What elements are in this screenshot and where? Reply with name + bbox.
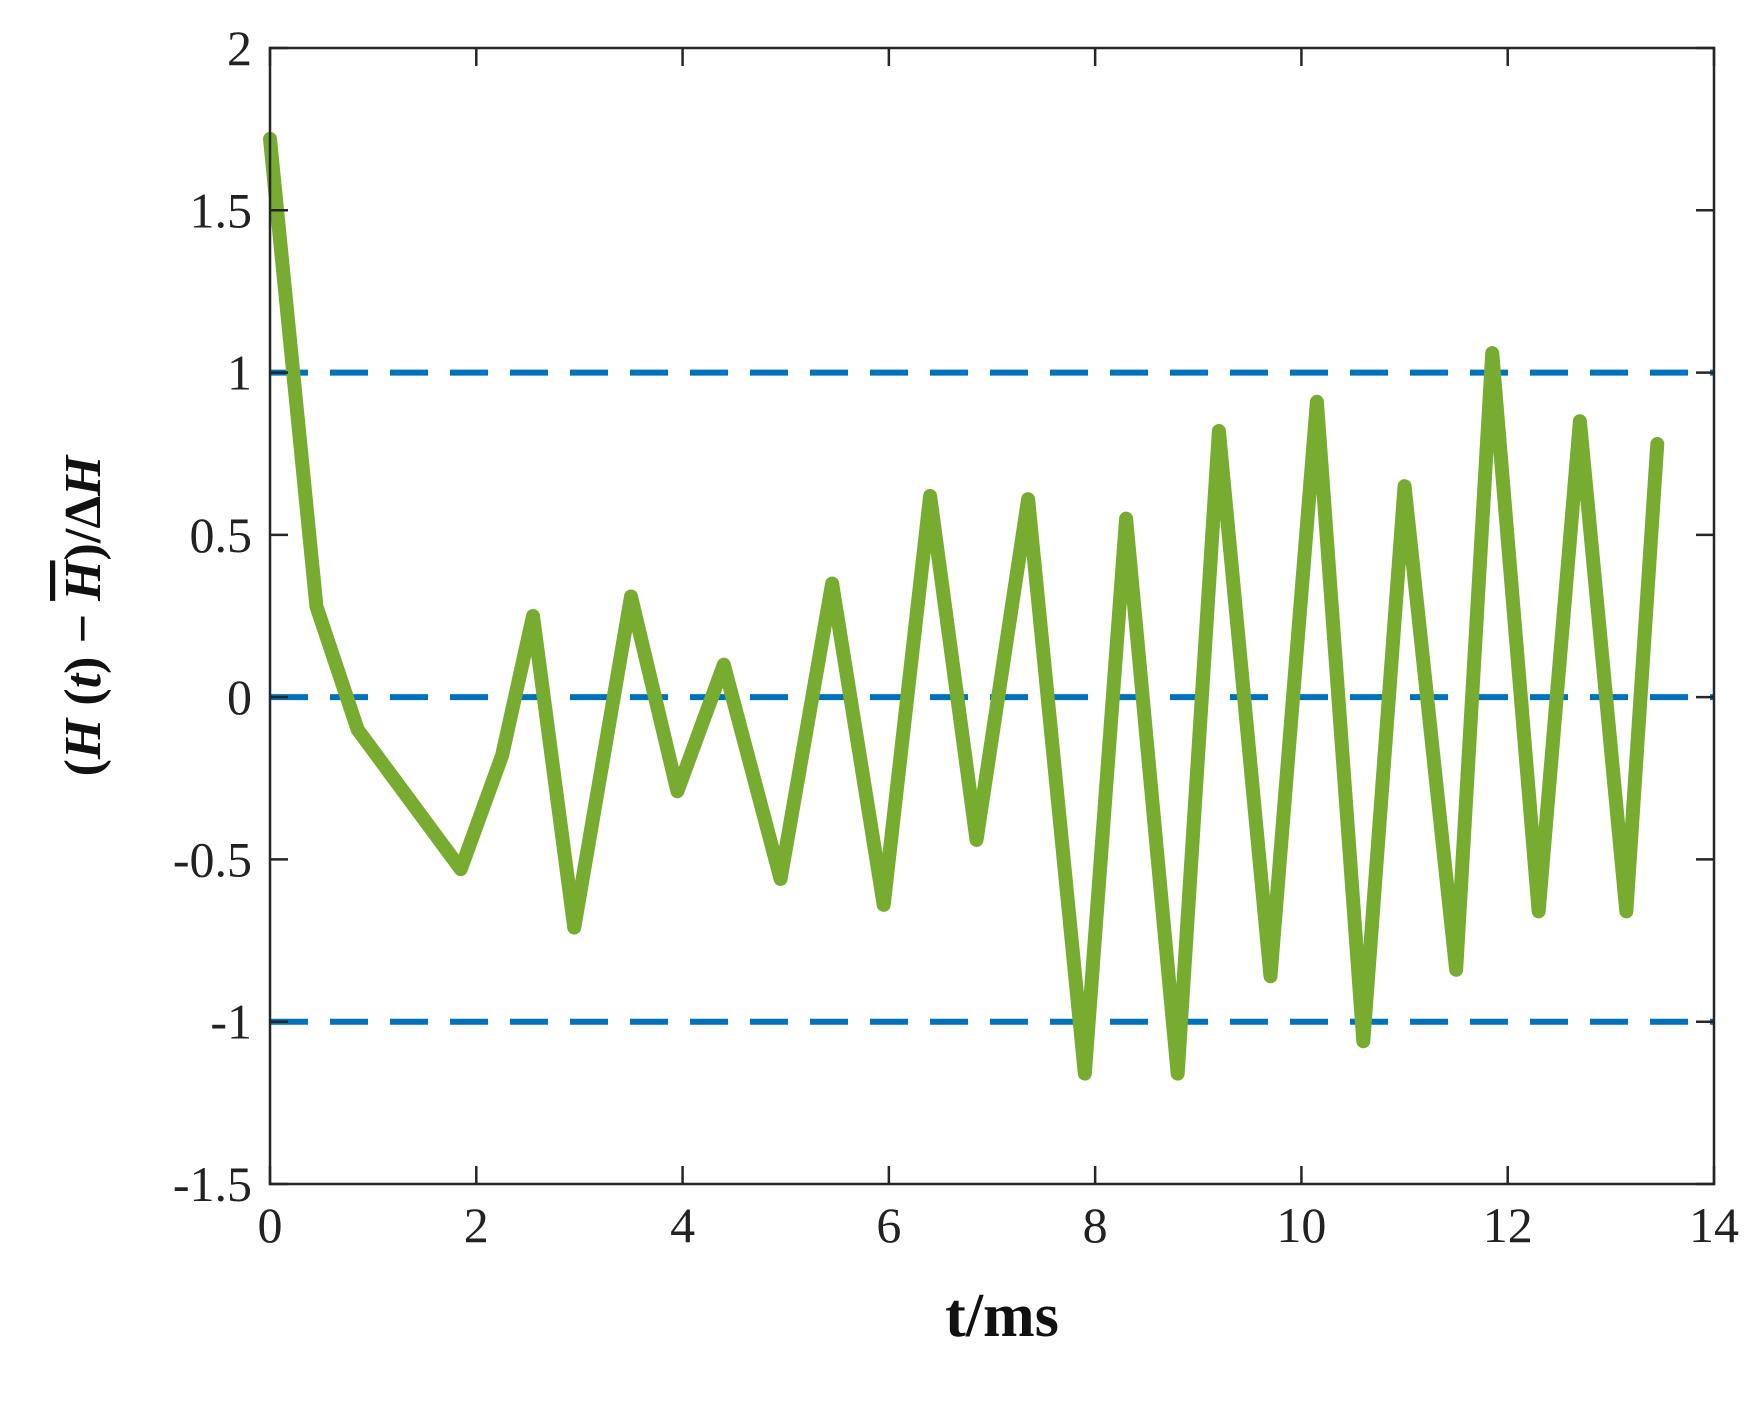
y-title-close: )/Δ <box>55 496 112 560</box>
y-axis-title: (H (t) − H)/ΔH <box>55 454 112 776</box>
y-title-h2: H <box>55 454 112 497</box>
y-tick-label: 2 <box>227 20 252 76</box>
series-layer <box>263 131 1714 1081</box>
y-tick-label: -0.5 <box>173 831 252 887</box>
x-tick-label: 12 <box>1483 1197 1533 1253</box>
x-tick-label: 0 <box>258 1197 283 1253</box>
y-title-t-open: ( <box>55 688 112 718</box>
x-axis-unit: /ms <box>965 1282 1059 1350</box>
y-title-t-var: t <box>55 672 112 688</box>
x-axis-title: t/ms <box>945 1282 1059 1350</box>
y-axis-title-group: (H (t) − H)/ΔH <box>55 454 112 776</box>
plot-frame <box>268 46 1716 1186</box>
y-title-open: ( <box>55 759 112 776</box>
y-tick-label: -1 <box>210 994 252 1050</box>
y-tick-label: 1 <box>227 345 252 401</box>
y-tick-label: 0.5 <box>190 507 253 563</box>
tick-layer: 0 2 4 6 8 10 12 14 -1.5 -1 -0.5 0 0.5 1 1.5 2 <box>173 20 1739 1253</box>
y-tick-label: 0 <box>227 669 252 725</box>
x-tick-label: 10 <box>1276 1197 1326 1253</box>
x-axis-var: t <box>945 1282 966 1350</box>
y-title-t-close: ) − <box>55 601 112 674</box>
x-tick-label: 14 <box>1689 1197 1739 1253</box>
series-line <box>263 131 1665 1081</box>
x-tick-label: 4 <box>670 1197 695 1253</box>
x-tick-label: 8 <box>1083 1197 1108 1253</box>
y-title-h1: H <box>55 717 112 760</box>
y-tick-label: -1.5 <box>173 1156 252 1212</box>
y-title-hbar: H <box>55 559 112 602</box>
x-tick-label: 2 <box>464 1197 489 1253</box>
x-tick-label: 6 <box>876 1197 901 1253</box>
y-tick-label: 1.5 <box>190 182 253 238</box>
